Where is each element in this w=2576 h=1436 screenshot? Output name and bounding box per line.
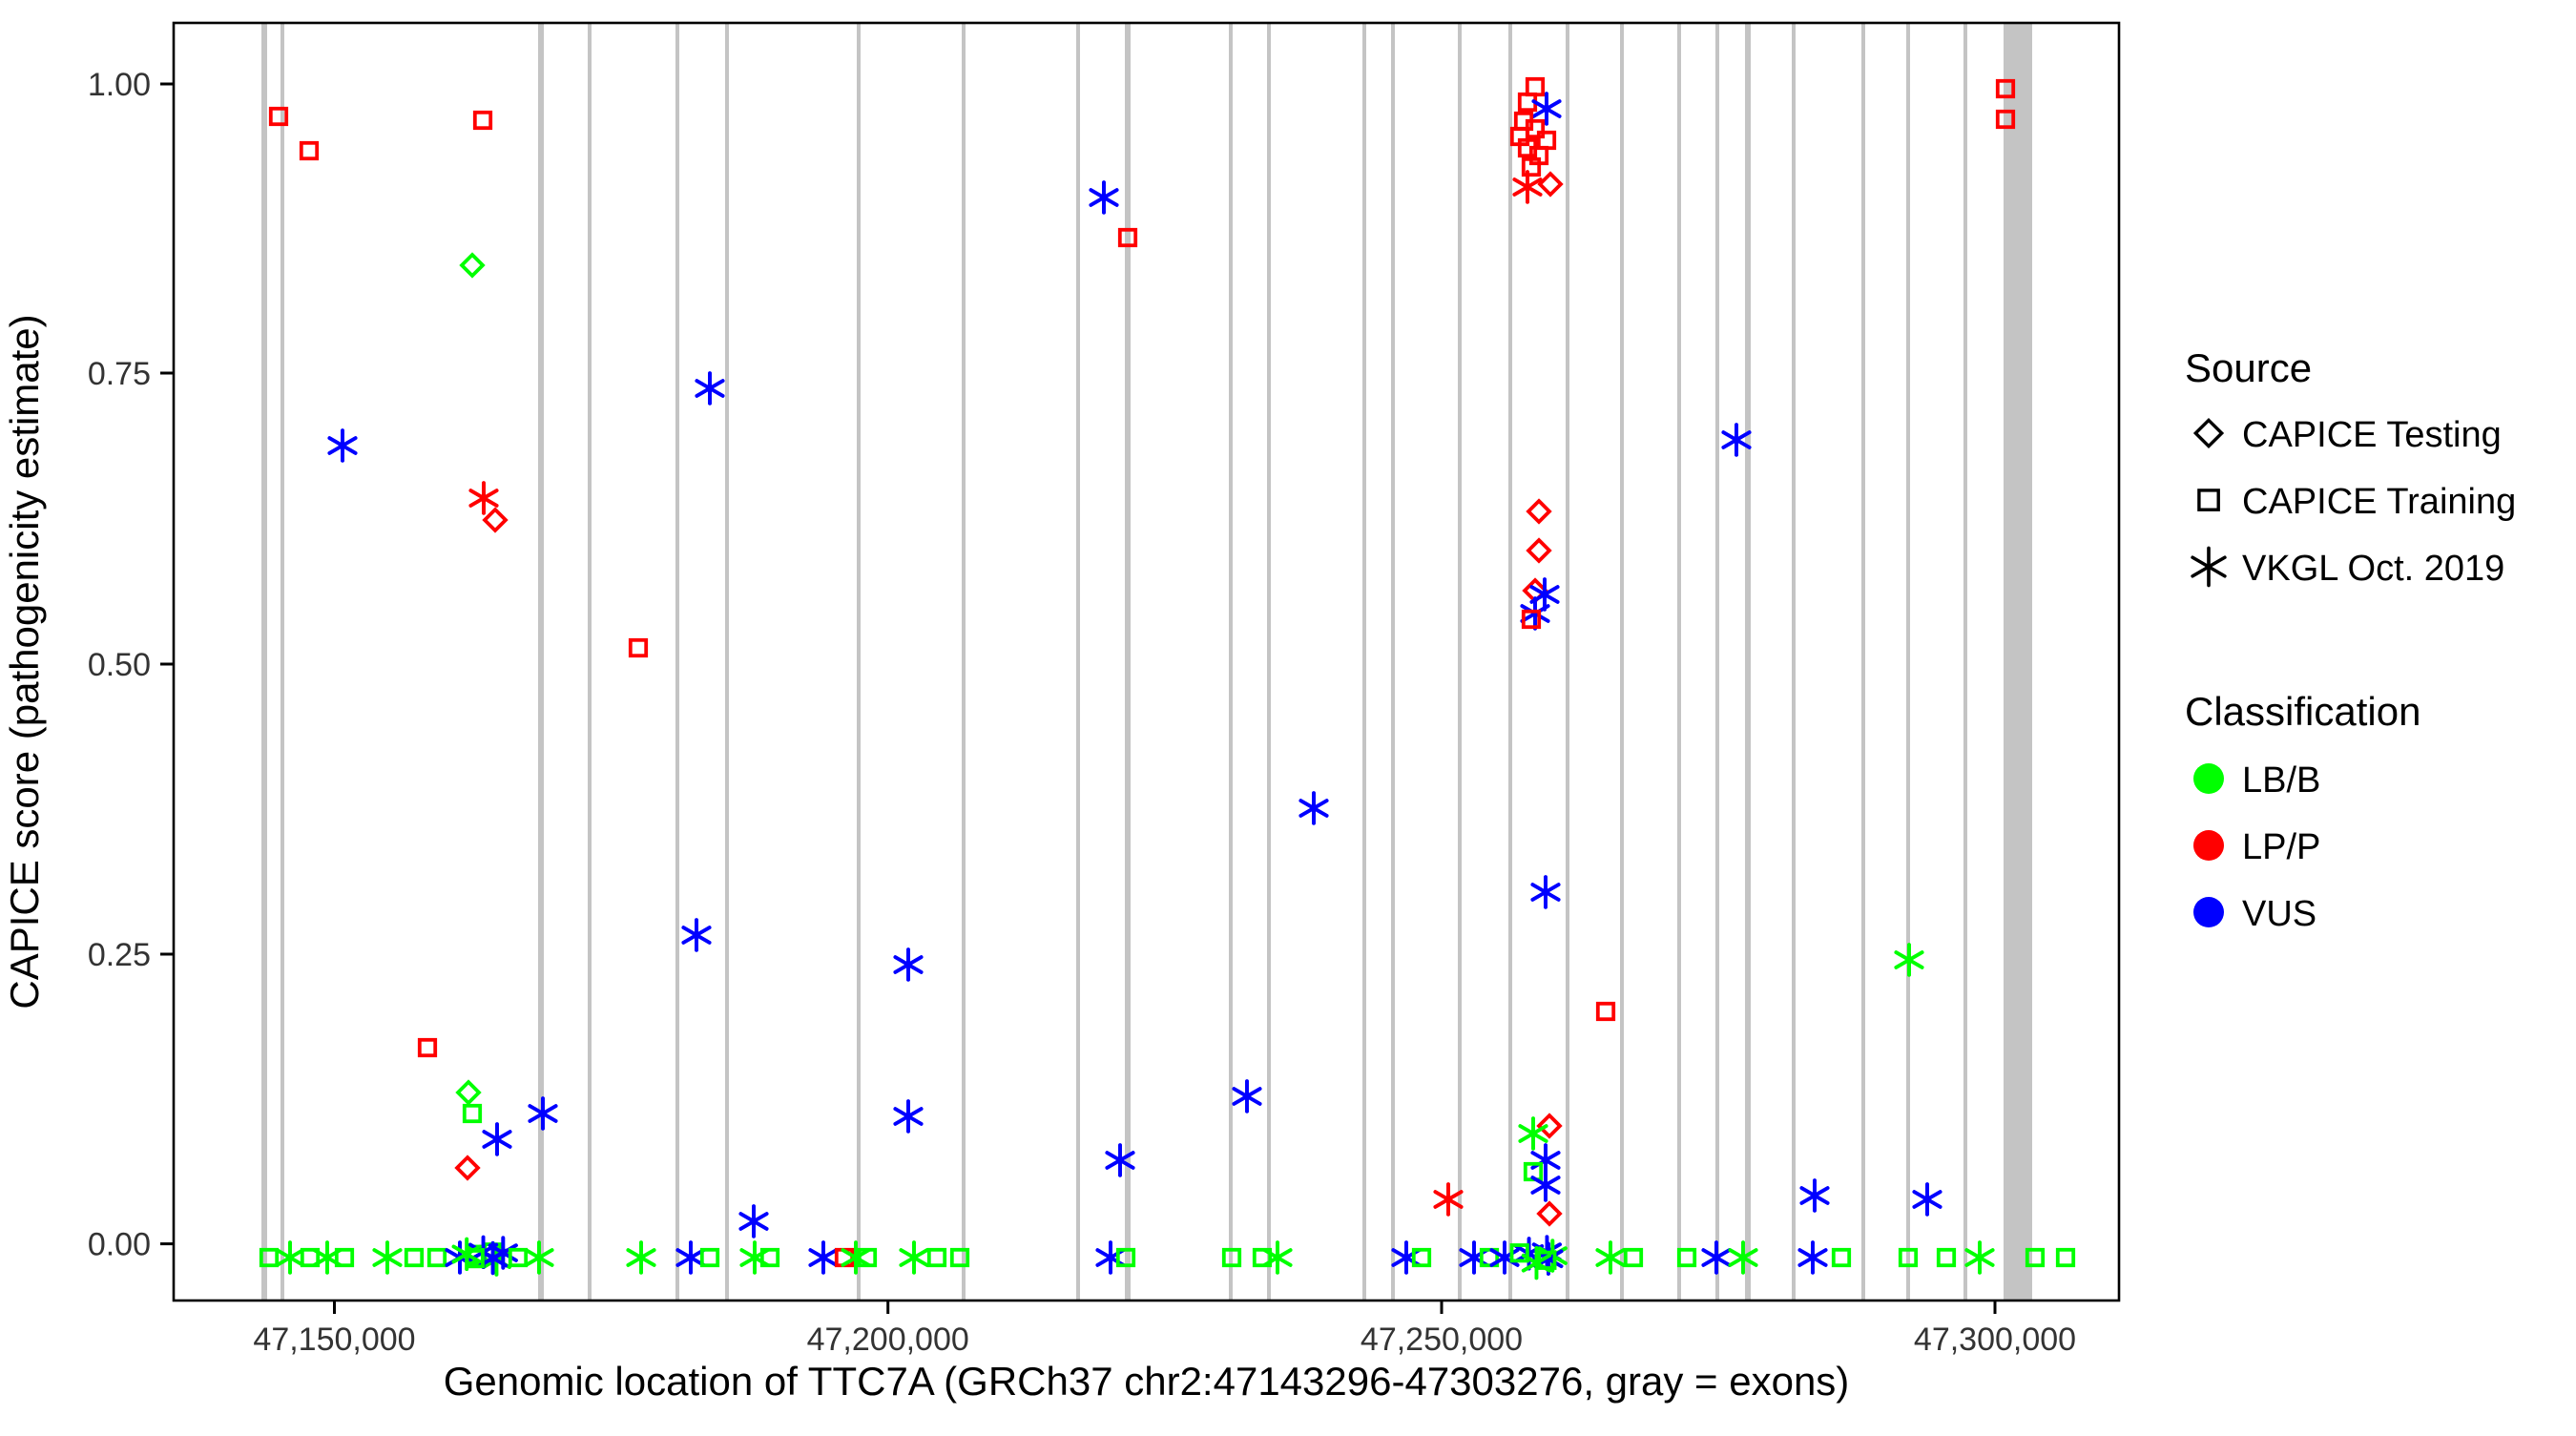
svg-text:Classification: Classification: [2185, 689, 2420, 734]
svg-text:47,150,000: 47,150,000: [253, 1322, 415, 1358]
svg-text:CAPICE score (pathogenicity es: CAPICE score (pathogenicity estimate): [2, 314, 47, 1009]
svg-text:VUS: VUS: [2242, 894, 2316, 934]
svg-text:0.25: 0.25: [88, 937, 151, 973]
svg-text:47,250,000: 47,250,000: [1361, 1322, 1523, 1358]
svg-text:1.00: 1.00: [88, 67, 151, 103]
svg-text:47,300,000: 47,300,000: [1914, 1322, 2076, 1358]
svg-text:47,200,000: 47,200,000: [807, 1322, 969, 1358]
svg-text:Source: Source: [2185, 345, 2312, 390]
svg-text:0.75: 0.75: [88, 356, 151, 392]
svg-text:0.00: 0.00: [88, 1227, 151, 1263]
svg-text:CAPICE Testing: CAPICE Testing: [2242, 415, 2502, 455]
svg-text:LB/B: LB/B: [2242, 760, 2320, 801]
svg-text:0.50: 0.50: [88, 647, 151, 683]
svg-text:VKGL Oct. 2019: VKGL Oct. 2019: [2242, 549, 2504, 589]
svg-text:CAPICE Training: CAPICE Training: [2242, 482, 2516, 522]
svg-text:Genomic location of TTC7A (GRC: Genomic location of TTC7A (GRCh37 chr2:4…: [444, 1359, 1850, 1404]
svg-text:LP/P: LP/P: [2242, 827, 2320, 867]
